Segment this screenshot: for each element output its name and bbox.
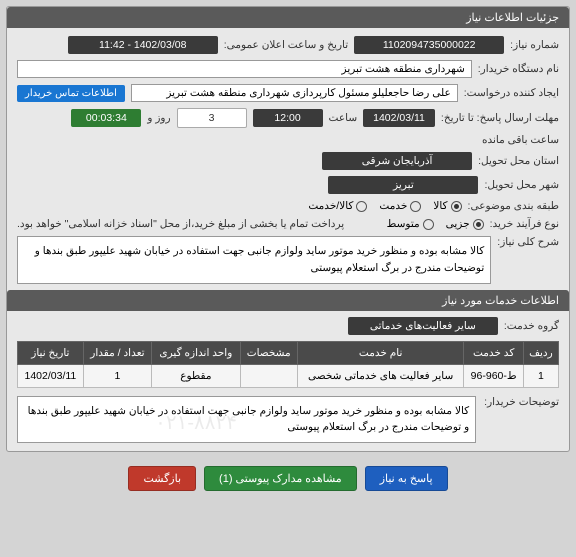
need-details-panel: جزئیات اطلاعات نیاز شماره نیاز: 11020947… <box>6 6 570 452</box>
radio-minor-label: جزیی <box>446 218 470 230</box>
desc-text: کالا مشابه بوده و منظور خرید موتور ساید … <box>17 236 491 284</box>
process-note: پرداخت تمام یا بخشی از مبلغ خرید،از محل … <box>17 218 344 230</box>
radio-minor[interactable]: جزیی <box>446 218 484 230</box>
need-no-value: 1102094735000022 <box>354 36 504 54</box>
remaining-label: ساعت باقی مانده <box>482 134 559 146</box>
buyer-notes-label: توضیحات خریدار: <box>484 396 559 408</box>
need-no-label: شماره نیاز: <box>510 39 559 51</box>
radio-goods[interactable]: کالا <box>433 200 461 212</box>
remaining-time: 00:03:34 <box>71 109 141 127</box>
action-bar: پاسخ به نیاز مشاهده مدارک پیوستی (1) باز… <box>6 458 570 499</box>
cell-characteristics <box>240 364 297 387</box>
col-row: ردیف <box>523 341 558 364</box>
radio-dot-icon <box>356 201 367 212</box>
row-city: شهر محل تحویل: تبریز <box>17 176 559 194</box>
row-need-no: شماره نیاز: 1102094735000022 تاریخ و ساع… <box>17 36 559 54</box>
row-process: نوع فرآیند خرید: جزیی متوسط پرداخت تمام … <box>17 218 559 230</box>
table-header-row: ردیف کد خدمت نام خدمت مشخصات واحد اندازه… <box>18 341 559 364</box>
buyer-notes-row: توضیحات خریدار: کالا مشابه بوده و منظور … <box>17 396 559 444</box>
city-label: شهر محل تحویل: <box>484 179 559 191</box>
province-value: آذربایجان شرقی <box>322 152 472 170</box>
cell-code: ط-960-96 <box>464 364 523 387</box>
attachments-button[interactable]: مشاهده مدارک پیوستی (1) <box>204 466 357 491</box>
services-header: اطلاعات خدمات مورد نیاز <box>7 290 569 311</box>
buyer-org-label: نام دستگاه خریدار: <box>478 63 559 75</box>
contact-buyer-button[interactable]: اطلاعات تماس خریدار <box>17 85 125 102</box>
row-province: استان محل تحویل: آذربایجان شرقی <box>17 152 559 170</box>
days-value: 3 <box>177 108 247 128</box>
desc-label: شرح کلی نیاز: <box>497 236 559 248</box>
radio-medium[interactable]: متوسط <box>387 218 434 230</box>
deadline-date: 1402/03/11 <box>363 109 435 127</box>
table-row: 1 ط-960-96 سایر فعالیت های خدماتی شخصی م… <box>18 364 559 387</box>
respond-button[interactable]: پاسخ به نیاز <box>365 466 448 491</box>
province-label: استان محل تحویل: <box>478 155 559 167</box>
deadline-label: مهلت ارسال پاسخ: تا تاریخ: <box>441 112 559 124</box>
radio-goods-label: کالا <box>433 200 447 212</box>
radio-service[interactable]: خدمت <box>379 200 421 212</box>
category-label: طبقه بندی موضوعی: <box>468 200 559 212</box>
col-qty: تعداد / مقدار <box>83 341 151 364</box>
col-characteristics: مشخصات <box>240 341 297 364</box>
row-buyer-org: نام دستگاه خریدار: شهرداری منطقه هشت تبر… <box>17 60 559 78</box>
radio-both-label: کالا/خدمت <box>308 200 353 212</box>
row-category: طبقه بندی موضوعی: کالا خدمت کالا/خدمت <box>17 200 559 212</box>
city-value: تبریز <box>328 176 478 194</box>
row-deadline: مهلت ارسال پاسخ: تا تاریخ: 1402/03/11 سا… <box>17 108 559 146</box>
row-service-group: گروه خدمت: سایر فعالیت‌های خدماتی <box>17 317 559 335</box>
buyer-notes-text: کالا مشابه بوده و منظور خرید موتور ساید … <box>28 405 470 434</box>
cell-unit: مقطوع <box>152 364 240 387</box>
deadline-time: 12:00 <box>253 109 323 127</box>
cell-name: سایر فعالیت های خدماتی شخصی <box>297 364 464 387</box>
radio-dot-icon <box>451 201 462 212</box>
radio-both[interactable]: کالا/خدمت <box>308 200 367 212</box>
announce-value: 1402/03/08 - 11:42 <box>68 36 218 54</box>
creator-value: علی رضا حاجعلیلو مسئول کارپردازی شهرداری… <box>131 84 458 102</box>
radio-dot-icon <box>423 219 434 230</box>
service-group-value: سایر فعالیت‌های خدماتی <box>348 317 498 335</box>
radio-service-label: خدمت <box>379 200 407 212</box>
process-radio-group: جزیی متوسط <box>387 218 484 230</box>
radio-dot-icon <box>410 201 421 212</box>
category-radio-group: کالا خدمت کالا/خدمت <box>308 200 461 212</box>
service-group-label: گروه خدمت: <box>504 320 559 332</box>
buyer-org-value: شهرداری منطقه هشت تبریز <box>17 60 472 78</box>
buyer-notes-box: کالا مشابه بوده و منظور خرید موتور ساید … <box>17 396 476 444</box>
creator-label: ایجاد کننده درخواست: <box>464 87 559 99</box>
cell-date: 1402/03/11 <box>18 364 84 387</box>
cell-row: 1 <box>523 364 558 387</box>
announce-label: تاریخ و ساعت اعلان عمومی: <box>224 39 348 51</box>
days-label: روز و <box>147 112 170 124</box>
col-code: کد خدمت <box>464 341 523 364</box>
back-button[interactable]: بازگشت <box>128 466 196 491</box>
panel-body: شماره نیاز: 1102094735000022 تاریخ و ساع… <box>7 28 569 451</box>
radio-medium-label: متوسط <box>387 218 420 230</box>
row-description: شرح کلی نیاز: کالا مشابه بوده و منظور خر… <box>17 236 559 284</box>
radio-dot-icon <box>473 219 484 230</box>
services-table: ردیف کد خدمت نام خدمت مشخصات واحد اندازه… <box>17 341 559 388</box>
deadline-time-label: ساعت <box>329 112 358 124</box>
row-creator: ایجاد کننده درخواست: علی رضا حاجعلیلو مس… <box>17 84 559 102</box>
col-name: نام خدمت <box>297 341 464 364</box>
panel-title: جزئیات اطلاعات نیاز <box>7 7 569 28</box>
cell-qty: 1 <box>83 364 151 387</box>
col-unit: واحد اندازه گیری <box>152 341 240 364</box>
col-date: تاریخ نیاز <box>18 341 84 364</box>
process-label: نوع فرآیند خرید: <box>490 218 559 230</box>
